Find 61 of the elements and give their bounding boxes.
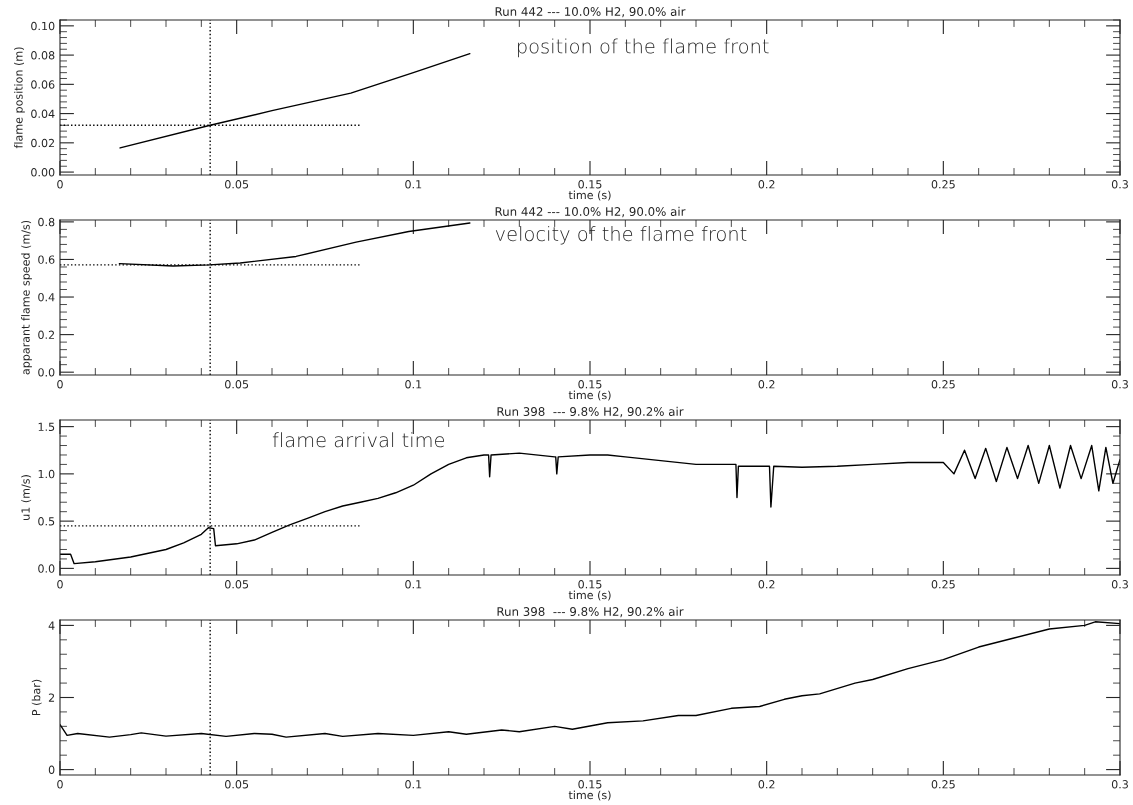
y-tick-label: 1.5 [38, 422, 55, 431]
x-tick-label: 0.05 [225, 180, 249, 189]
chart-title: Run 442 --- 10.0% H2, 90.0% air [495, 206, 686, 218]
x-tick-label: 0.2 [758, 580, 775, 589]
x-tick-label: 0.05 [225, 380, 249, 389]
chart-title: Run 398 --- 9.8% H2, 90.2% air [497, 406, 684, 418]
y-tick-label: 0.6 [38, 255, 55, 264]
x-axis-title: time (s) [568, 790, 611, 801]
x-tick-label: 0.05 [225, 580, 249, 589]
chart-title: Run 398 --- 9.8% H2, 90.2% air [497, 606, 684, 618]
x-tick-label: 0 [57, 580, 63, 589]
x-axis-title: time (s) [568, 590, 611, 601]
y-tick-label: 2 [48, 693, 55, 702]
annotation: flame arrival time [272, 432, 445, 448]
x-tick-label: 0.15 [578, 380, 602, 389]
y-tick-label: 0.0 [38, 564, 55, 573]
x-tick-label: 0.1 [405, 180, 422, 189]
x-tick-label: 0.25 [931, 780, 955, 789]
x-tick-label: 0.05 [225, 780, 249, 789]
y-axis-title: P (bar) [31, 679, 42, 716]
x-tick-label: 0.2 [758, 180, 775, 189]
y-tick-label: 0.2 [38, 330, 55, 339]
x-tick-label: 0 [57, 180, 63, 189]
x-tick-label: 0.3 [1111, 780, 1128, 789]
x-axis-title: time (s) [568, 390, 611, 401]
y-tick-label: 0.02 [31, 138, 55, 148]
x-tick-label: 0.3 [1111, 180, 1128, 189]
x-tick-label: 0.1 [405, 780, 422, 789]
y-tick-label: 0 [48, 765, 55, 774]
x-tick-label: 0 [57, 780, 63, 789]
y-tick-label: 0.06 [31, 80, 55, 89]
x-tick-label: 0.2 [758, 380, 775, 389]
x-tick-label: 0 [57, 380, 63, 389]
y-tick-label: 0.00 [31, 168, 55, 177]
x-tick-label: 0.2 [758, 780, 775, 789]
x-axis-title: time (s) [568, 190, 611, 201]
x-tick-label: 0.15 [578, 780, 602, 789]
y-axis-title: u1 (m/s) [21, 475, 32, 520]
x-tick-label: 0.3 [1111, 380, 1128, 389]
x-tick-label: 0.15 [578, 580, 602, 589]
x-tick-label: 0.3 [1111, 580, 1128, 589]
y-tick-label: 0.10 [31, 21, 55, 31]
y-axis-title: flame position (m) [14, 47, 25, 149]
y-tick-label: 0.0 [38, 368, 55, 377]
x-tick-label: 0.25 [931, 380, 955, 389]
y-tick-label: 0.4 [38, 293, 55, 302]
y-tick-label: 0.08 [31, 51, 55, 60]
annotation: velocity of the flame front [495, 226, 747, 245]
x-tick-label: 0.15 [578, 180, 602, 189]
x-tick-label: 0.1 [405, 580, 422, 589]
y-tick-label: 0.8 [38, 217, 55, 227]
x-tick-label: 0.25 [931, 580, 955, 589]
y-tick-label: 1.0 [38, 469, 55, 479]
x-tick-label: 0.25 [931, 180, 955, 189]
y-tick-label: 4 [48, 621, 55, 630]
annotation: position of the flame front [518, 38, 769, 58]
y-axis-title: apparant flame speed (m/s) [21, 220, 32, 375]
y-tick-label: 0.5 [38, 517, 55, 526]
y-tick-label: 0.04 [31, 109, 55, 118]
chart-title: Run 442 --- 10.0% H2, 90.0% air [495, 6, 686, 18]
x-tick-label: 0.1 [405, 380, 422, 389]
